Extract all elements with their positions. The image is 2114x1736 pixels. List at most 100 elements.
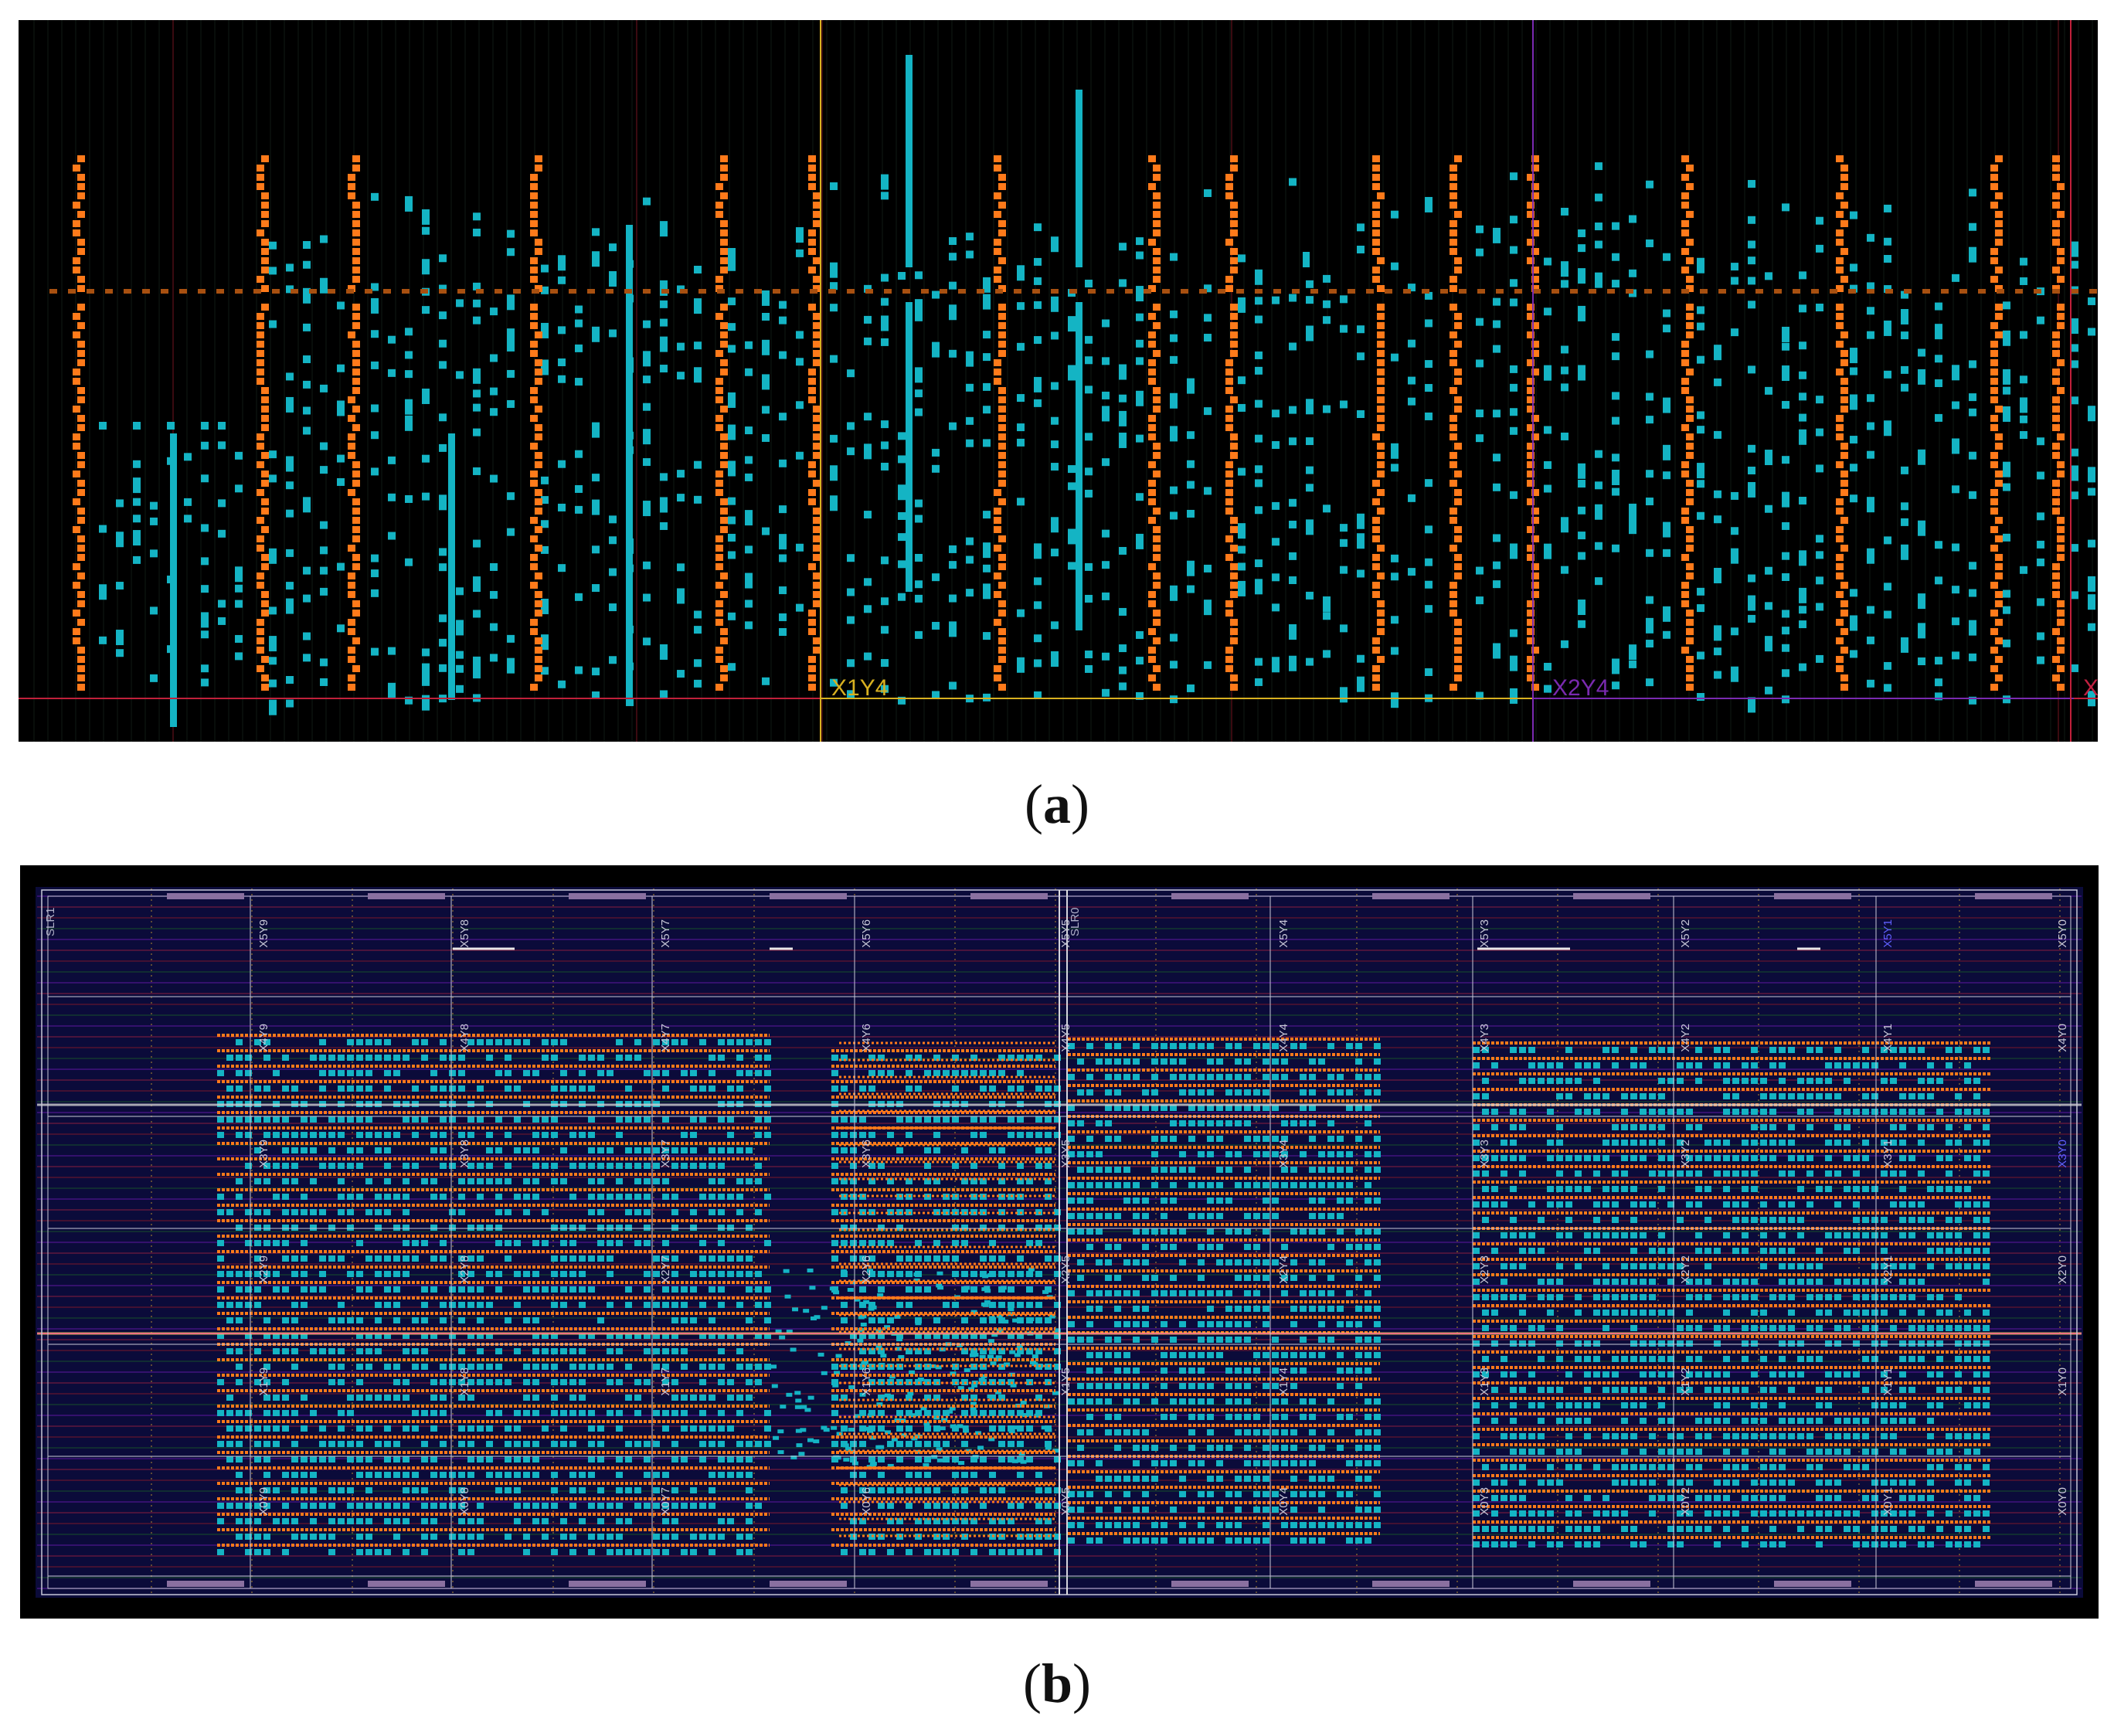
cyan-cell: [1290, 1460, 1297, 1466]
orange-cell: [1148, 517, 1156, 524]
cyan-cell: [864, 578, 872, 586]
cyan-cell: [1357, 533, 1365, 549]
cyan-cell: [699, 1379, 706, 1385]
cyan-cell: [218, 422, 226, 430]
cyan-cell: [1323, 596, 1331, 612]
clock-row-marker: [420, 289, 428, 294]
cyan-cell: [514, 1503, 521, 1509]
cyan-cell: [915, 1240, 922, 1246]
device-view-zoomed[interactable]: X1Y4 X2Y4 X: [19, 20, 2098, 742]
cyan-cell: [1142, 1429, 1149, 1435]
cyan-cell: [1955, 1109, 1962, 1115]
cyan-cell: [1612, 416, 1619, 425]
orange-cell: [1995, 535, 2003, 542]
cyan-cell: [542, 1286, 549, 1293]
cyan-cell: [1493, 409, 1501, 418]
cyan-cell: [1034, 691, 1042, 699]
cyan-cell: [1760, 1140, 1767, 1146]
cyan-cell: [609, 568, 617, 576]
cyan-cell: [1077, 1058, 1084, 1065]
cyan-cell: [1054, 1085, 1061, 1092]
clock-row-marker: [1106, 289, 1114, 294]
cyan-cell: [644, 1225, 651, 1231]
cyan-cell: [541, 286, 549, 294]
cyan-cell: [1068, 1120, 1075, 1126]
cyan-cell: [634, 1178, 641, 1184]
cyan-cell: [1281, 1352, 1288, 1358]
clock-row-marker: [1403, 289, 1411, 294]
cyan-cell: [310, 1055, 317, 1061]
orange-cell: [998, 331, 1006, 338]
cyan-cell: [764, 1070, 771, 1076]
orange-cell: [2057, 665, 2065, 672]
cyan-cell: [1207, 1429, 1214, 1435]
cyan-cell: [542, 1163, 549, 1169]
cyan-cell: [405, 328, 413, 336]
cyan-cell: [217, 1379, 224, 1385]
cyan-cell: [1309, 1537, 1316, 1544]
cyan-cell: [850, 1240, 857, 1246]
cyan-cell: [1935, 692, 1942, 701]
orange-cell: [261, 656, 269, 663]
cyan-cell: [727, 1456, 734, 1463]
orange-cell: [1454, 656, 1462, 663]
orange-cell: [1148, 591, 1156, 598]
cyan-cell: [523, 1194, 530, 1200]
cyan-cell: [998, 1549, 1005, 1555]
device-view-full[interactable]: X5Y9 X5Y8 X5Y7 X5Y6 X5Y5 X5Y4 X5Y3 X5Y2 X5Y1 X5Y0…: [20, 865, 2099, 1619]
cyan-cell: [514, 1240, 521, 1246]
clock-row-marker: [1848, 289, 1856, 294]
cyan-cell: [1161, 1058, 1167, 1065]
cyan-cell: [898, 511, 906, 520]
cyan-cell: [943, 1302, 950, 1308]
cyan-cell: [1346, 1105, 1353, 1111]
caption-a: (a): [1025, 773, 1089, 835]
cyan-cell: [915, 1410, 922, 1416]
cyan-cell: [1300, 1043, 1307, 1049]
cyan-cell: [588, 1503, 595, 1509]
cyan-cell: [677, 470, 685, 478]
cyan-cell: [1253, 1136, 1260, 1142]
cyan-cell: [887, 1518, 894, 1524]
cyan-cell: [1045, 1487, 1052, 1493]
cyan-cell: [477, 1534, 484, 1540]
cyan-cell: [1188, 1136, 1195, 1142]
cyan-cell: [226, 1456, 233, 1463]
cyan-cell: [263, 1534, 270, 1540]
cyan-cell: [282, 1255, 289, 1262]
orange-cell: [73, 610, 80, 617]
cyan-cell: [269, 320, 277, 328]
cyan-cell: [1068, 1182, 1075, 1188]
cyan-cell: [932, 448, 940, 457]
cyan-cell: [1983, 1140, 1990, 1146]
cyan-cell: [1556, 1062, 1563, 1068]
cyan-cell: [569, 1364, 576, 1370]
cyan-cell: [1300, 1522, 1307, 1528]
orange-cell: [1454, 535, 1462, 542]
cyan-cell: [439, 361, 447, 369]
cyan-cell: [1501, 1155, 1507, 1161]
cyan-cell: [1187, 460, 1195, 468]
orange-cell: [1454, 313, 1462, 320]
cyan-cell: [718, 1147, 725, 1153]
orange-cell: [1527, 628, 1535, 635]
cyan-cell: [2071, 591, 2078, 600]
cyan-cell: [660, 280, 668, 296]
orange-cell: [257, 369, 264, 375]
cyan-cell: [319, 1271, 326, 1277]
cyan-cell: [1850, 394, 1857, 410]
cyan-cell: [1640, 1124, 1647, 1130]
cyan-cell: [1026, 1055, 1033, 1061]
cyan-cell: [449, 1163, 456, 1169]
cyan-cell: [607, 1534, 613, 1540]
cyan-cell: [384, 1518, 391, 1524]
cyan-cell: [1017, 1317, 1024, 1323]
cyan-cell: [1123, 1352, 1130, 1358]
cyan-cell: [1136, 251, 1144, 260]
cyan-cell: [949, 594, 957, 603]
orange-cell: [1990, 359, 1998, 366]
cyan-cell: [1170, 1244, 1177, 1250]
cyan-cell: [1306, 657, 1314, 666]
cyan-cell: [681, 1286, 688, 1293]
orange-cell: [73, 526, 80, 533]
